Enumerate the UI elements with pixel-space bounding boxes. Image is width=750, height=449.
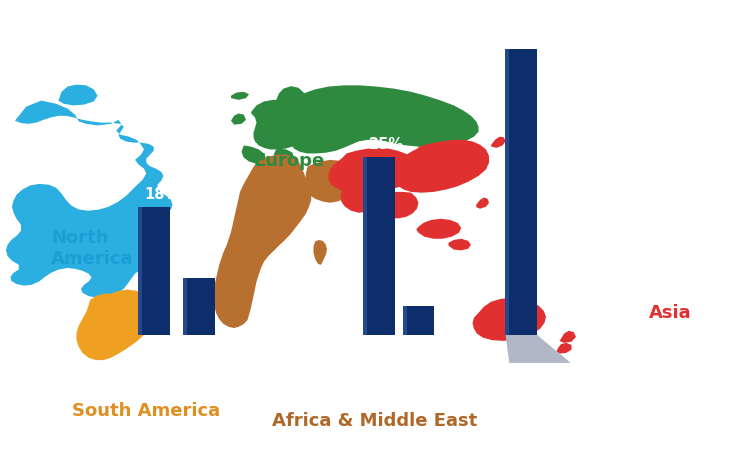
Bar <box>403 306 434 335</box>
Polygon shape <box>416 219 461 239</box>
Bar <box>363 157 394 335</box>
Polygon shape <box>328 148 422 194</box>
Polygon shape <box>231 114 246 125</box>
Text: 4%: 4% <box>409 286 434 302</box>
Polygon shape <box>274 149 294 165</box>
Polygon shape <box>392 140 489 193</box>
Polygon shape <box>231 92 249 100</box>
Polygon shape <box>560 331 576 343</box>
Text: North
America: North America <box>51 229 134 268</box>
Polygon shape <box>304 160 358 202</box>
Polygon shape <box>379 192 419 218</box>
Polygon shape <box>491 136 506 148</box>
Text: Europe: Europe <box>253 152 324 170</box>
Text: 18%: 18% <box>144 187 179 202</box>
Polygon shape <box>276 86 306 108</box>
Text: Africa & Middle East: Africa & Middle East <box>272 412 478 430</box>
Text: South America: South America <box>72 402 220 420</box>
Polygon shape <box>476 198 489 209</box>
Polygon shape <box>76 290 156 360</box>
Text: 8%: 8% <box>189 258 214 273</box>
Bar <box>183 278 214 335</box>
Polygon shape <box>214 154 311 328</box>
Bar <box>138 207 142 335</box>
Bar <box>403 306 406 335</box>
Bar <box>506 14 537 335</box>
Polygon shape <box>242 145 266 164</box>
Polygon shape <box>472 298 546 341</box>
Polygon shape <box>314 240 327 265</box>
Polygon shape <box>58 84 98 106</box>
Bar <box>183 278 187 335</box>
Polygon shape <box>251 100 309 150</box>
Polygon shape <box>556 343 572 354</box>
Bar <box>363 157 367 335</box>
Text: 45%: 45% <box>512 0 547 10</box>
Polygon shape <box>340 181 388 213</box>
Polygon shape <box>374 217 380 223</box>
Bar <box>138 207 170 335</box>
Polygon shape <box>6 101 172 298</box>
Bar <box>506 14 509 335</box>
Polygon shape <box>291 85 478 154</box>
Polygon shape <box>506 335 571 363</box>
Polygon shape <box>448 239 471 251</box>
Text: 25%: 25% <box>369 137 404 152</box>
Text: Asia: Asia <box>649 304 692 322</box>
